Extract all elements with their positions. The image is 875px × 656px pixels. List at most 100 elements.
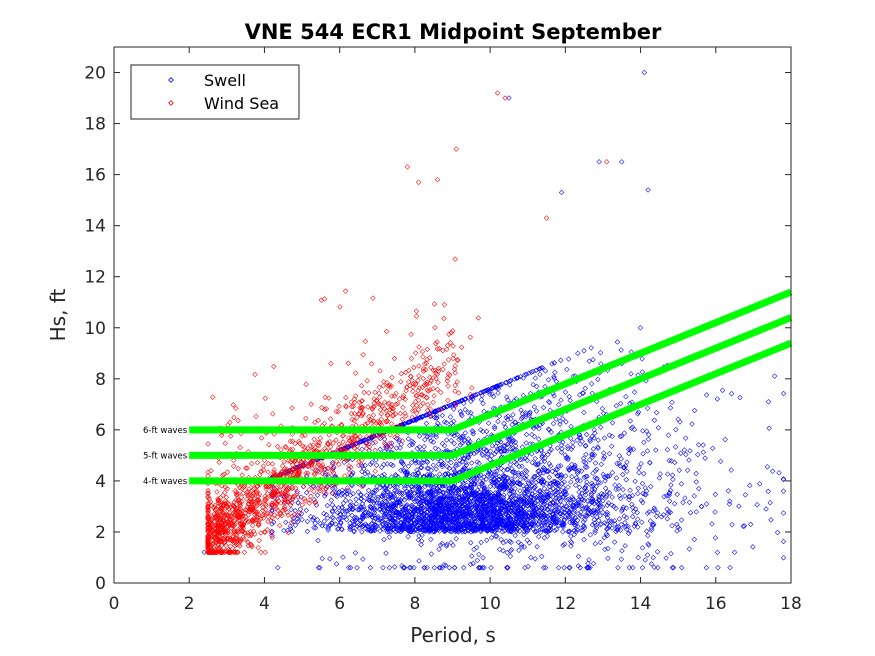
- swell-point: [546, 516, 553, 522]
- swell-point: [419, 527, 425, 533]
- swell-point: [609, 525, 615, 531]
- swell-point: [559, 522, 566, 528]
- swell-point: [385, 496, 392, 502]
- swell-point: [571, 527, 577, 534]
- swell-point: [324, 502, 331, 509]
- swell-point: [390, 518, 396, 524]
- swell-point: [462, 517, 468, 523]
- swell-point: [485, 516, 491, 522]
- swell-point: [342, 489, 348, 495]
- wind-sea-point: [234, 507, 240, 514]
- swell-point: [639, 519, 645, 525]
- swell-point: [464, 504, 470, 511]
- swell-point: [531, 484, 537, 491]
- swell-point: [523, 476, 529, 483]
- swell-point: [456, 436, 462, 443]
- swell-point: [420, 490, 427, 497]
- swell-point: [719, 387, 726, 394]
- wind-sea-point: [315, 417, 321, 423]
- swell-point: [412, 457, 419, 464]
- swell-point: [398, 467, 404, 473]
- wind-sea-point: [322, 394, 328, 400]
- swell-point: [519, 513, 526, 520]
- wind-sea-point: [260, 467, 267, 473]
- swell-point: [590, 357, 596, 363]
- wind-sea-point: [300, 483, 307, 490]
- swell-point: [620, 487, 626, 493]
- swell-point: [515, 497, 521, 503]
- wind-sea-point: [469, 385, 475, 391]
- swell-point: [385, 505, 391, 512]
- wind-sea-point: [222, 440, 228, 447]
- wind-sea-point: [218, 523, 225, 529]
- swell-point: [470, 498, 476, 504]
- wind-sea-point: [256, 517, 262, 524]
- wind-sea-point: [245, 492, 251, 498]
- swell-point: [384, 461, 390, 467]
- wind-sea-point: [336, 461, 342, 468]
- swell-point: [353, 501, 359, 507]
- swell-point: [616, 516, 623, 522]
- wind-sea-point: [282, 489, 288, 495]
- wind-sea-point: [302, 498, 308, 504]
- swell-point: [474, 475, 480, 481]
- swell-point: [425, 505, 431, 511]
- swell-point: [747, 521, 754, 528]
- swell-point: [596, 159, 602, 165]
- swell-point: [601, 454, 608, 460]
- swell-point: [513, 528, 520, 534]
- wind-sea-point: [395, 400, 401, 407]
- swell-point: [409, 487, 416, 493]
- swell-point: [576, 435, 583, 441]
- swell-point: [602, 485, 609, 491]
- swell-point: [393, 496, 399, 502]
- swell-point: [547, 448, 553, 455]
- swell-point: [509, 523, 515, 529]
- swell-point: [602, 478, 608, 484]
- wind-sea-point: [303, 415, 309, 422]
- swell-point: [538, 477, 545, 484]
- swell-point: [404, 502, 410, 508]
- wind-sea-point: [315, 458, 321, 465]
- swell-point: [444, 522, 450, 528]
- swell-point: [350, 519, 357, 525]
- swell-point: [529, 491, 536, 497]
- wind-sea-point: [354, 414, 360, 421]
- swell-point: [457, 435, 464, 441]
- wind-sea-point: [269, 535, 275, 541]
- swell-point: [562, 489, 568, 495]
- swell-point: [269, 507, 275, 513]
- swell-point: [487, 526, 494, 533]
- wind-sea-point: [370, 295, 376, 301]
- swell-point: [493, 448, 499, 455]
- swell-point: [687, 448, 693, 454]
- swell-point: [350, 469, 356, 476]
- swell-point: [731, 549, 738, 556]
- wind-sea-point: [453, 402, 459, 408]
- swell-point: [438, 501, 444, 508]
- swell-point: [508, 547, 515, 553]
- wind-sea-point: [302, 460, 309, 466]
- swell-point: [449, 484, 455, 490]
- swell-point: [592, 460, 599, 466]
- swell-point: [549, 361, 555, 367]
- swell-point: [535, 462, 541, 468]
- swell-point: [426, 498, 433, 505]
- swell-point: [658, 514, 665, 520]
- swell-point: [430, 439, 437, 445]
- swell-point: [453, 461, 459, 468]
- swell-point: [479, 493, 486, 499]
- swell-point: [617, 527, 624, 533]
- wind-sea-point: [420, 354, 426, 360]
- swell-point: [666, 490, 673, 497]
- swell-point: [472, 489, 479, 495]
- swell-point: [426, 526, 433, 533]
- swell-point: [520, 504, 526, 510]
- swell-point: [484, 454, 490, 460]
- wind-sea-point: [268, 530, 275, 536]
- swell-point: [400, 513, 407, 520]
- wind-sea-point: [377, 368, 383, 374]
- swell-point: [519, 414, 525, 421]
- swell-point: [408, 459, 415, 466]
- swell-point: [428, 518, 434, 525]
